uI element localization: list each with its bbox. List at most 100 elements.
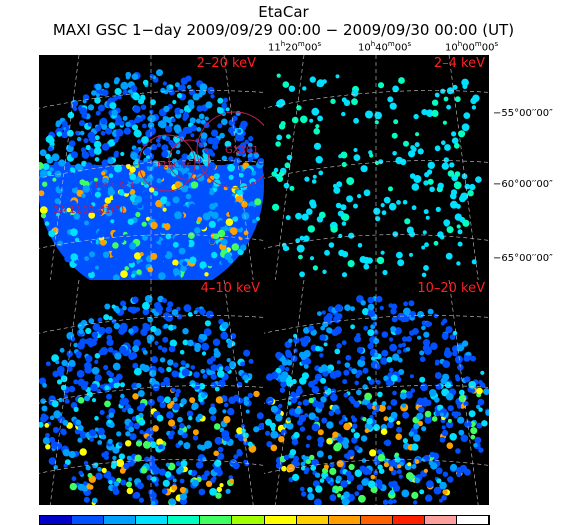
colorbar-step — [264, 516, 297, 524]
count-pixel — [395, 433, 402, 440]
count-pixel — [336, 181, 343, 188]
count-pixel — [361, 458, 367, 463]
ra-grid-line — [49, 280, 80, 505]
count-pixel — [95, 93, 100, 98]
count-pixel — [456, 467, 464, 474]
count-pixel — [60, 229, 68, 236]
count-pixel — [384, 439, 392, 447]
count-pixel — [196, 127, 202, 132]
count-pixel — [451, 389, 457, 395]
count-pixel — [181, 205, 188, 213]
count-pixel — [388, 303, 393, 308]
count-pixel — [209, 203, 216, 210]
count-pixel — [235, 201, 240, 207]
count-pixel — [142, 190, 149, 198]
count-pixel — [186, 410, 194, 417]
count-pixel — [58, 159, 66, 167]
count-pixel — [388, 466, 394, 472]
count-pixel — [424, 410, 432, 418]
count-pixel — [139, 363, 147, 371]
count-pixel — [306, 208, 313, 215]
count-pixel — [158, 468, 166, 476]
count-pixel — [159, 357, 166, 363]
count-pixel — [476, 422, 483, 429]
count-pixel — [122, 234, 130, 241]
count-pixel — [475, 176, 482, 183]
count-pixel — [157, 345, 163, 350]
count-pixel — [101, 434, 107, 440]
count-pixel — [304, 358, 312, 365]
count-pixel — [381, 331, 389, 338]
count-pixel — [93, 336, 98, 342]
dec-grid-line — [39, 385, 264, 404]
count-pixel — [470, 427, 478, 435]
count-pixel — [452, 350, 458, 357]
count-pixel — [123, 186, 131, 194]
count-pixel — [128, 426, 135, 433]
count-pixel — [134, 454, 142, 462]
count-pixel — [243, 400, 250, 406]
count-pixel — [206, 369, 213, 376]
count-pixel — [332, 183, 338, 189]
count-pixel — [347, 474, 355, 482]
count-pixel — [435, 206, 441, 212]
count-pixel — [282, 81, 290, 88]
count-pixel — [470, 355, 476, 362]
count-pixel — [98, 349, 104, 356]
count-pixel — [284, 367, 290, 372]
count-pixel — [39, 421, 44, 428]
count-pixel — [193, 310, 198, 315]
count-pixel — [56, 131, 62, 137]
count-pixel — [159, 120, 167, 129]
count-pixel — [226, 197, 233, 203]
count-pixel — [237, 189, 243, 196]
count-pixel — [116, 459, 125, 467]
count-pixel — [436, 478, 442, 484]
count-pixel — [396, 251, 403, 259]
count-pixel — [242, 432, 249, 439]
count-pixel — [130, 120, 136, 126]
count-pixel — [57, 240, 63, 247]
count-pixel — [478, 447, 484, 453]
count-pixel — [173, 362, 179, 368]
count-pixel — [315, 345, 321, 352]
count-pixel — [156, 414, 164, 422]
count-pixel — [350, 306, 355, 312]
count-pixel — [45, 444, 51, 450]
count-pixel — [308, 412, 316, 420]
count-pixel — [94, 374, 102, 382]
count-pixel — [422, 339, 431, 347]
count-pixel — [425, 215, 430, 220]
count-pixel — [176, 314, 183, 320]
count-pixel — [425, 321, 432, 328]
count-pixel — [389, 337, 394, 342]
count-pixel — [295, 461, 300, 467]
count-pixel — [172, 268, 180, 275]
count-pixel — [216, 486, 222, 493]
count-pixel — [218, 366, 224, 371]
count-pixel — [312, 174, 317, 179]
count-pixel — [453, 181, 462, 190]
count-pixel — [371, 356, 376, 361]
count-pixel — [175, 388, 181, 394]
count-pixel — [117, 94, 122, 100]
count-pixel — [401, 336, 408, 342]
count-pixel — [83, 481, 88, 486]
count-pixel — [81, 151, 90, 159]
count-pixel — [144, 456, 150, 463]
count-pixel — [450, 463, 458, 471]
count-pixel — [142, 79, 149, 86]
count-pixel — [431, 109, 439, 117]
count-pixel — [469, 183, 476, 191]
count-pixel — [301, 372, 309, 380]
count-pixel — [114, 120, 121, 126]
count-pixel — [389, 102, 397, 110]
count-pixel — [314, 498, 322, 505]
count-pixel — [141, 136, 149, 144]
count-pixel — [424, 346, 432, 355]
count-pixel — [408, 300, 415, 307]
count-pixel — [297, 401, 302, 406]
colorbar — [39, 515, 490, 525]
count-pixel — [107, 438, 113, 444]
count-pixel — [411, 205, 417, 211]
